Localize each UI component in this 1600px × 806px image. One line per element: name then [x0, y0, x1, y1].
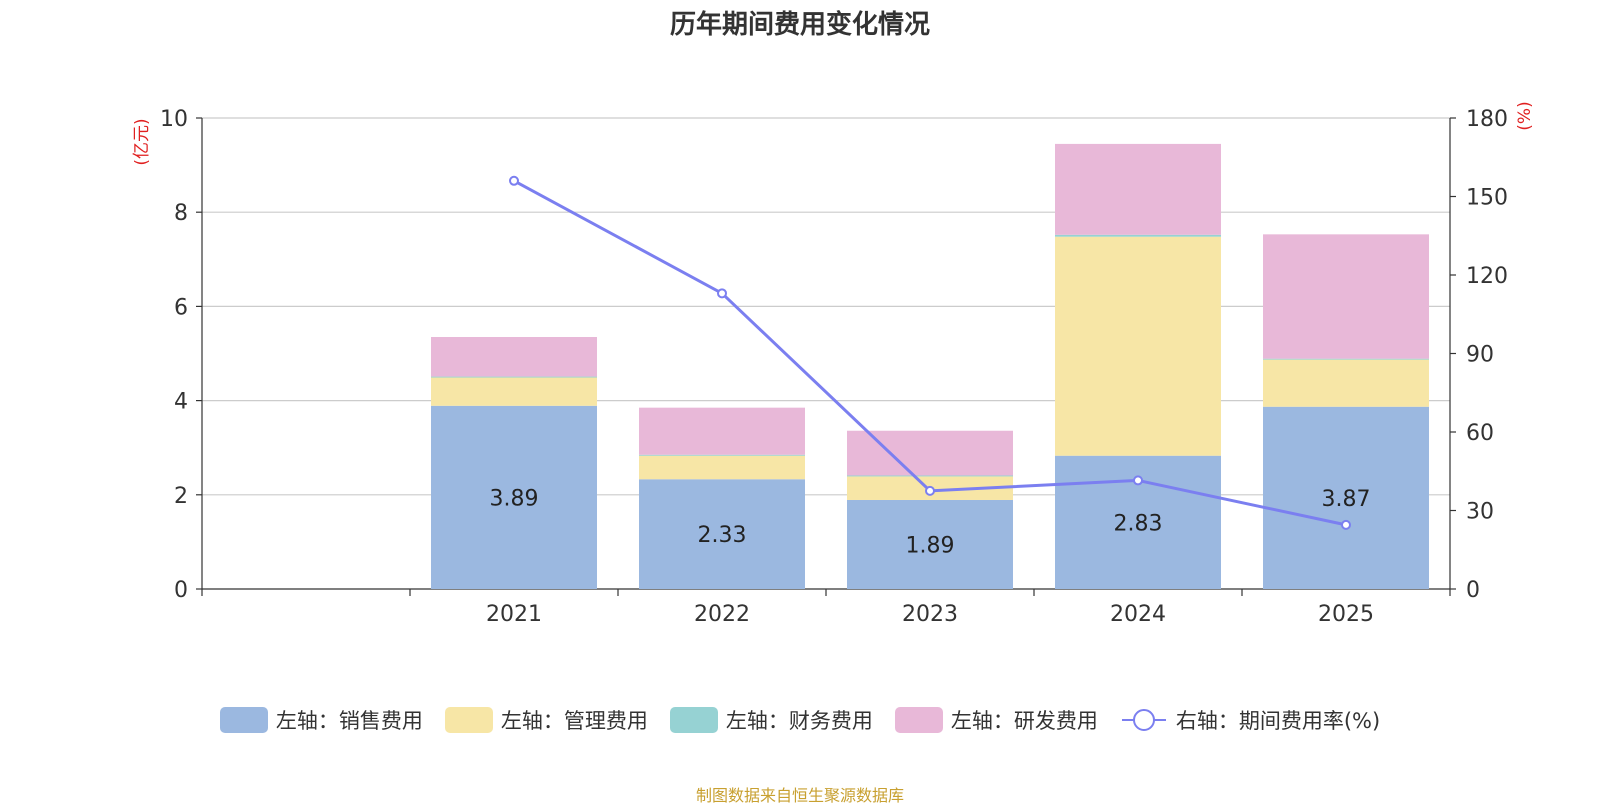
x-tick-label: 2023 — [902, 602, 958, 627]
bar-finance-2021 — [431, 376, 597, 378]
legend-label-finance: 左轴：财务费用 — [725, 709, 873, 733]
x-tick-label: 2022 — [694, 602, 750, 627]
legend-item-admin[interactable]: 左轴：管理费用 — [444, 705, 648, 735]
left-tick-label: 0 — [174, 578, 188, 603]
bar-finance-2022 — [639, 454, 805, 456]
right-tick-label: 180 — [1466, 107, 1508, 132]
right-tick-label: 90 — [1466, 343, 1494, 368]
x-tick-label: 2025 — [1318, 602, 1374, 627]
bar-sales-2023 — [847, 499, 1013, 589]
bar-admin-2022 — [639, 455, 805, 480]
legend-label-admin: 左轴：管理费用 — [500, 709, 648, 733]
legend-item-rnd[interactable]: 左轴：研发费用 — [894, 705, 1098, 735]
bar-rnd-2021 — [431, 337, 597, 377]
bar-value-label: 3.87 — [1322, 487, 1371, 512]
legend-swatch-line-icon — [1121, 709, 1166, 731]
expense-ratio-point — [717, 288, 727, 299]
bar-finance-2025 — [1263, 358, 1429, 360]
left-axis-title: (亿元) — [132, 118, 152, 165]
right-tick-label: 120 — [1466, 264, 1508, 289]
x-tick-label: 2021 — [486, 602, 542, 627]
right-axis-title: (%) — [1515, 101, 1535, 130]
expense-ratio-point — [925, 485, 935, 496]
bar-finance-2023 — [847, 475, 1013, 477]
bar-admin-2025 — [1263, 359, 1429, 407]
left-tick-label: 6 — [174, 295, 188, 320]
legend-item-expense-ratio[interactable]: 右轴：期间费用率(%) — [1120, 705, 1380, 735]
bar-value-label: 2.83 — [1114, 511, 1163, 536]
left-tick-label: 10 — [160, 107, 188, 132]
expense-ratio-point — [1341, 519, 1351, 530]
left-tick-label: 2 — [174, 484, 188, 509]
legend-swatch-sales — [219, 707, 268, 733]
right-tick-label: 150 — [1466, 186, 1508, 211]
right-tick-label: 60 — [1466, 421, 1494, 446]
left-tick-label: 4 — [174, 390, 188, 415]
legend-label-expense-ratio: 右轴：期间费用率(%) — [1175, 709, 1381, 733]
bar-value-label: 2.33 — [698, 523, 747, 548]
legend: 左轴：销售费用 左轴：管理费用 左轴：财务费用 左轴：研发费用 右轴：期间费用率… — [0, 705, 1600, 735]
bar-rnd-2025 — [1263, 234, 1429, 359]
legend-item-sales[interactable]: 左轴：销售费用 — [219, 705, 423, 735]
bar-admin-2024 — [1055, 236, 1221, 456]
bar-sales-2022 — [639, 479, 805, 589]
right-tick-label: 0 — [1466, 578, 1480, 603]
expense-ratio-point — [1133, 475, 1143, 486]
legend-label-sales: 左轴：销售费用 — [275, 709, 423, 733]
bar-rnd-2024 — [1055, 143, 1221, 235]
legend-swatch-admin — [444, 707, 493, 733]
left-tick-label: 8 — [174, 201, 188, 226]
expense-ratio-point — [509, 175, 519, 186]
legend-swatch-finance — [669, 707, 718, 733]
bar-sales-2021 — [431, 405, 597, 589]
legend-label-rnd: 左轴：研发费用 — [950, 709, 1098, 733]
bar-sales-2025 — [1263, 406, 1429, 589]
x-tick-label: 2024 — [1110, 602, 1166, 627]
data-source-note: 制图数据来自恒生聚源数据库 — [695, 786, 904, 805]
legend-swatch-rnd — [894, 707, 943, 733]
bar-rnd-2022 — [639, 407, 805, 455]
right-tick-label: 30 — [1466, 500, 1494, 525]
bar-value-label: 3.89 — [490, 486, 539, 511]
bar-value-label: 1.89 — [906, 533, 955, 558]
chart-title: 历年期间费用变化情况 — [669, 10, 930, 40]
bar-finance-2024 — [1055, 234, 1221, 237]
bar-admin-2021 — [431, 377, 597, 406]
legend-item-finance[interactable]: 左轴：财务费用 — [669, 705, 873, 735]
